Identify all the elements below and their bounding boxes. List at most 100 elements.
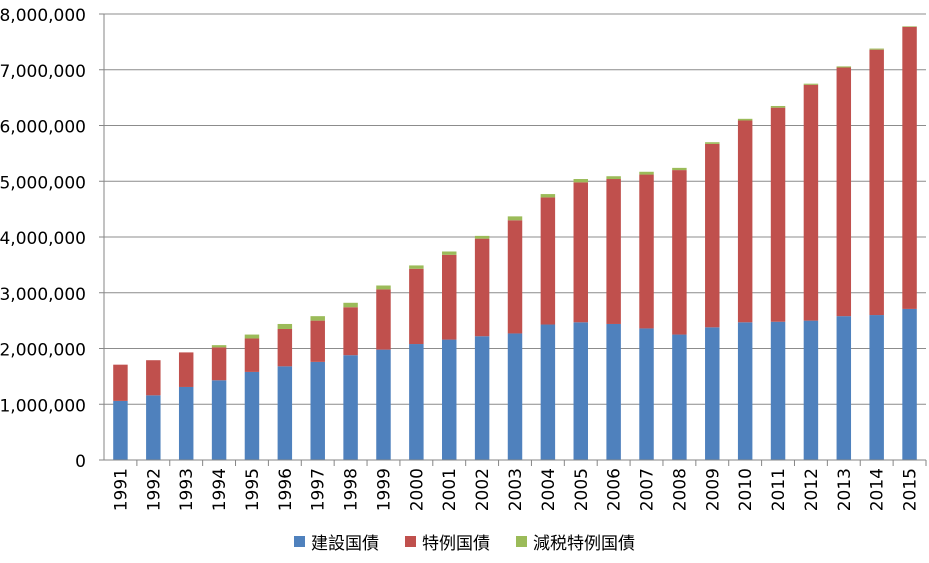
bar-2000-series-2 (409, 265, 424, 269)
y-tick-label-2: 2,000,000 (0, 341, 86, 361)
x-tick-label-2009: 2009 (703, 468, 723, 511)
legend-swatch-tax-cut-bonds (516, 535, 527, 547)
legend-item-tax-cut-bonds: 減税特例国債 (516, 529, 635, 554)
bar-2006-series-0 (606, 323, 621, 460)
y-tick-label-5: 5,000,000 (0, 173, 86, 193)
bar-1995-series-1 (244, 338, 260, 372)
bar-2005-series-1 (573, 182, 588, 323)
bar-1997-series-2 (310, 316, 325, 321)
bar-2013-series-0 (836, 316, 852, 460)
bar-2004-series-1 (540, 197, 556, 325)
bar-1993-series-1 (178, 352, 194, 387)
legend-label-deficit-bonds: 特例国債 (422, 533, 490, 554)
tick-layer: 0 1,000,000 2,000,000 3,000,000 4,000,000 5,0… (0, 6, 921, 511)
bar-2015-series-1 (902, 26, 917, 309)
bar-2009-series-1 (705, 143, 720, 328)
bar-1997-series-1 (310, 320, 325, 362)
bar-2011-series-1 (770, 107, 786, 322)
bar-2001-series-2 (442, 251, 457, 255)
bar-1995-series-0 (244, 371, 260, 460)
bar-2007-series-2 (639, 171, 654, 175)
x-tick-label-1998: 1998 (342, 468, 362, 511)
x-tick-label-2013: 2013 (835, 468, 855, 511)
y-tick-label-8: 8,000,000 (0, 6, 86, 26)
x-tick-label-2012: 2012 (802, 468, 822, 511)
x-tick-label-2010: 2010 (736, 468, 756, 511)
bar-1995-series-2 (244, 334, 260, 339)
bar-2009-series-0 (705, 327, 720, 460)
bar-2015-series-2 (902, 26, 917, 27)
x-tick-label-2004: 2004 (539, 468, 559, 511)
bar-1999-series-2 (376, 285, 391, 290)
bar-2010-series-0 (737, 322, 753, 460)
bar-2004-series-0 (540, 324, 556, 460)
legend-label-construction-bonds: 建設国債 (311, 533, 379, 554)
bar-2003-series-0 (507, 333, 523, 460)
bar-2003-series-1 (507, 220, 523, 334)
y-tick-label-4: 4,000,000 (0, 229, 86, 249)
bar-2008-series-1 (672, 170, 687, 335)
bar-2012-series-2 (803, 83, 819, 85)
x-tick-label-2011: 2011 (769, 468, 789, 511)
bar-1992-series-1 (146, 360, 161, 396)
y-tick-label-0: 0 (75, 452, 86, 472)
bar-1994-series-1 (211, 347, 227, 381)
x-tick-label-1996: 1996 (276, 468, 296, 511)
x-tick-label-2015: 2015 (901, 468, 921, 511)
bar-2008-series-2 (672, 167, 687, 171)
bar-2005-series-2 (573, 179, 588, 183)
legend-item-construction-bonds: 建設国債 (294, 529, 379, 554)
bar-2014-series-2 (869, 48, 884, 50)
bar-1998-series-0 (343, 355, 358, 460)
bar-1999-series-1 (376, 289, 391, 350)
legend-swatch-deficit-bonds (405, 535, 416, 547)
bar-1994-series-2 (211, 345, 227, 348)
bar-2002-series-2 (474, 235, 490, 239)
x-tick-label-2003: 2003 (506, 468, 526, 511)
bar-2010-series-2 (737, 118, 753, 121)
bar-2003-series-2 (507, 216, 523, 221)
y-tick-label-6: 6,000,000 (0, 118, 86, 138)
x-tick-label-2002: 2002 (473, 468, 493, 511)
bar-1996-series-1 (277, 328, 293, 367)
x-tick-label-1992: 1992 (144, 468, 164, 511)
bar-2005-series-0 (573, 322, 588, 460)
x-tick-label-1999: 1999 (374, 468, 394, 511)
bar-2011-series-0 (770, 321, 786, 460)
bar-2008-series-0 (672, 334, 687, 460)
axis-layer (99, 13, 927, 466)
bar-1993-series-0 (178, 386, 194, 460)
x-tick-label-1994: 1994 (210, 468, 230, 511)
bar-2012-series-0 (803, 320, 819, 460)
bar-2001-series-1 (442, 254, 457, 340)
y-tick-label-7: 7,000,000 (0, 62, 86, 82)
x-tick-label-2000: 2000 (407, 468, 427, 511)
bar-2015-series-0 (902, 308, 917, 460)
bar-1998-series-2 (343, 302, 358, 308)
bar-2013-series-1 (836, 67, 852, 317)
bar-1997-series-0 (310, 361, 325, 460)
bar-2014-series-1 (869, 49, 884, 316)
bar-1998-series-1 (343, 307, 358, 356)
x-tick-label-2001: 2001 (440, 468, 460, 511)
x-tick-label-1997: 1997 (309, 468, 329, 511)
bar-2000-series-0 (409, 344, 424, 460)
x-tick-label-2008: 2008 (670, 468, 690, 511)
bar-2013-series-2 (836, 66, 852, 68)
bar-2007-series-0 (639, 328, 654, 460)
legend-item-deficit-bonds: 特例国債 (405, 529, 490, 554)
bar-2006-series-2 (606, 176, 621, 180)
bar-2000-series-1 (409, 268, 424, 345)
bar-1991-series-1 (113, 364, 128, 401)
bar-2009-series-2 (705, 142, 720, 144)
legend-label-tax-cut-bonds: 減税特例国債 (533, 533, 635, 554)
bar-2002-series-0 (474, 336, 490, 460)
x-tick-label-2007: 2007 (638, 468, 658, 511)
x-tick-label-1991: 1991 (111, 468, 131, 511)
bar-layer (113, 26, 917, 460)
x-tick-label-2006: 2006 (605, 468, 625, 511)
bar-2012-series-1 (803, 84, 819, 321)
x-tick-label-2014: 2014 (868, 468, 888, 511)
bar-1991-series-0 (113, 400, 128, 460)
